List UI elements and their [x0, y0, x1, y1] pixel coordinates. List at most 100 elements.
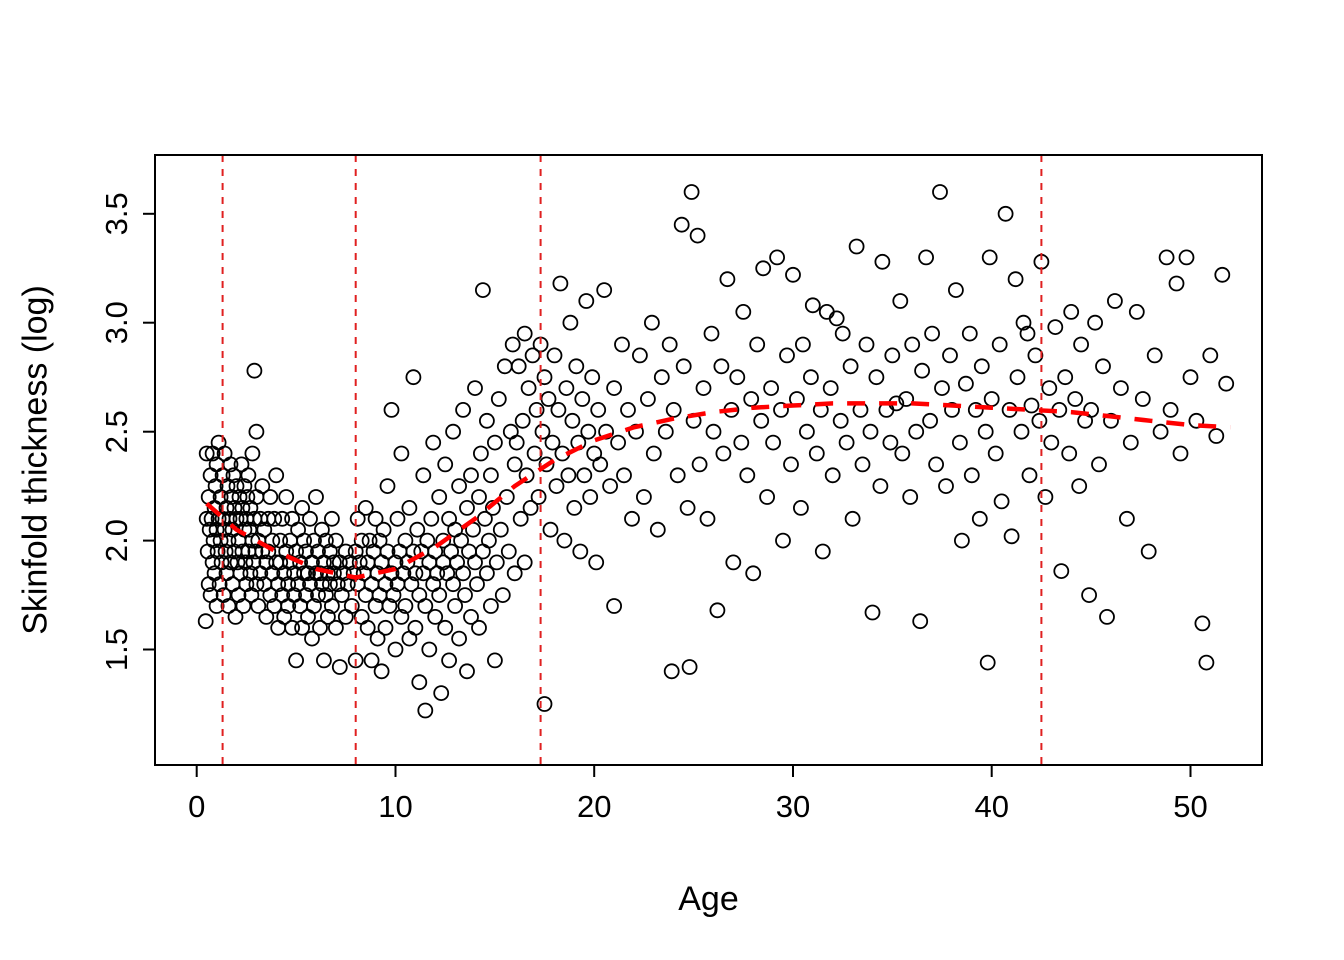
data-point: [423, 510, 440, 527]
data-point: [369, 630, 386, 647]
data-point: [548, 478, 565, 495]
data-point: [417, 598, 434, 614]
data-point: [197, 613, 214, 630]
data-point: [389, 510, 406, 527]
data-point: [564, 412, 581, 429]
data-point: [1019, 325, 1036, 342]
data-point: [1041, 380, 1058, 397]
data-point: [294, 499, 311, 516]
data-point: [1134, 391, 1151, 407]
data-point: [1146, 347, 1163, 364]
y-tick-label: 1.5: [99, 628, 134, 671]
data-point: [486, 652, 503, 669]
data-point: [248, 423, 265, 440]
data-point: [397, 532, 414, 549]
data-point: [463, 467, 479, 484]
data-point: [449, 554, 466, 571]
data-point: [494, 587, 511, 603]
data-point: [572, 543, 589, 560]
data-point: [278, 543, 295, 560]
data-point: [337, 543, 354, 560]
data-point: [834, 325, 851, 342]
data-point: [331, 659, 348, 675]
data-point: [1198, 654, 1215, 671]
data-point: [298, 587, 314, 603]
data-point: [997, 205, 1014, 222]
data-point: [387, 641, 404, 658]
data-point: [818, 303, 835, 320]
data-point: [1023, 397, 1040, 414]
data-point: [459, 663, 475, 680]
data-point: [359, 619, 376, 636]
data-point: [743, 391, 760, 407]
data-point: [568, 358, 585, 375]
data-point: [325, 554, 342, 571]
data-point: [343, 598, 360, 614]
data-point: [357, 499, 374, 516]
data-point: [562, 314, 579, 331]
data-point: [1140, 543, 1157, 560]
data-point: [1103, 412, 1119, 429]
data-point: [606, 380, 622, 397]
data-point: [912, 613, 929, 630]
data-point: [636, 489, 652, 505]
data-point: [377, 619, 394, 636]
x-tick-label: 20: [577, 789, 611, 824]
data-point: [775, 532, 791, 549]
data-point: [1083, 401, 1099, 418]
data-point: [1077, 412, 1093, 429]
data-point: [478, 565, 495, 582]
data-point: [944, 401, 960, 418]
data-point: [884, 347, 901, 364]
data-point: [317, 532, 334, 549]
data-point: [753, 412, 770, 429]
data-point: [971, 510, 988, 527]
data-point: [518, 467, 535, 484]
data-point: [872, 478, 889, 495]
data-point: [472, 445, 489, 462]
data-point: [290, 521, 307, 538]
data-point: [381, 598, 398, 614]
data-point: [411, 674, 428, 691]
data-point: [300, 565, 316, 582]
data-point: [198, 510, 215, 527]
data-point: [262, 587, 279, 603]
data-point: [478, 412, 495, 429]
data-point: [353, 609, 370, 625]
data-point: [262, 489, 279, 505]
data-point: [814, 543, 831, 560]
data-point: [244, 445, 261, 462]
data-point: [928, 456, 944, 473]
data-point: [467, 554, 483, 571]
data-point: [441, 652, 458, 669]
x-tick-label: 30: [776, 789, 810, 824]
data-point: [1021, 467, 1038, 484]
data-point: [858, 336, 875, 353]
data-point: [427, 609, 444, 625]
data-point: [828, 310, 845, 327]
data-point: [506, 565, 523, 582]
data-point: [550, 401, 567, 418]
data-point: [447, 598, 464, 614]
data-point: [691, 456, 708, 473]
data-point: [258, 609, 275, 625]
data-point: [198, 445, 215, 462]
data-point: [1214, 266, 1231, 283]
data-point: [1152, 423, 1169, 440]
data-point: [274, 510, 291, 527]
data-point: [459, 499, 475, 516]
data-point: [361, 532, 378, 549]
data-point: [496, 358, 513, 375]
data-point: [938, 478, 954, 495]
data-point: [247, 543, 264, 560]
y-tick-label: 2.5: [99, 410, 134, 453]
data-point: [437, 619, 454, 636]
data-point: [276, 609, 293, 625]
data-point: [401, 630, 418, 647]
data-point: [536, 696, 553, 712]
data-point: [516, 325, 533, 342]
data-point: [347, 652, 364, 669]
data-point: [544, 434, 561, 451]
data-point: [961, 325, 978, 342]
